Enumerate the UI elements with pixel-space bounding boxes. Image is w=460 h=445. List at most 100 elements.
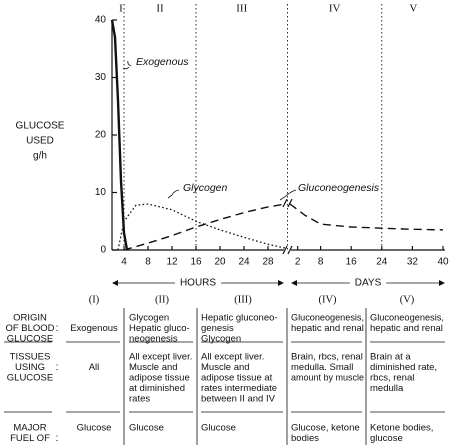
curve-break [282, 198, 288, 208]
row-label: GLUCOSE [7, 334, 53, 345]
separator: : [56, 433, 59, 444]
annotation-leader [279, 189, 297, 201]
arrow-head [291, 280, 297, 286]
y-tick-label: 40 [95, 15, 107, 26]
table-cell: rbcs, renal [370, 373, 414, 384]
table-cell: bodies [291, 433, 319, 444]
table-cell: rates intermediate [201, 383, 277, 394]
y-axis-label: GLUCOSE [16, 121, 65, 132]
row-label: MAJOR [13, 423, 46, 434]
column-header: (V) [400, 294, 415, 305]
row-label: FUEL OF [10, 433, 50, 444]
annotation-leader [167, 189, 180, 199]
series-annotation: Glycogen [183, 182, 228, 194]
table-cell: Glucose [77, 423, 112, 434]
annotation-leader [122, 60, 132, 70]
x-tick-label: 40 [437, 257, 449, 268]
phase-label: IV [329, 3, 341, 15]
table-cell: diminished rate, [370, 362, 437, 373]
column-header: (I) [89, 294, 100, 305]
column-header: (IV) [318, 294, 337, 305]
x-tick-label: 8 [318, 257, 324, 268]
table-cell: adipose tissue [129, 373, 190, 384]
x-tick-label: 28 [262, 257, 274, 268]
row-label: BRAIN [15, 444, 44, 445]
table-cell: All [89, 362, 100, 373]
x-axis-label: HOURS [180, 278, 216, 289]
row-label: ORIGIN [13, 313, 47, 324]
table-cell: Exogenous [70, 323, 118, 334]
y-tick-label: 30 [95, 72, 107, 83]
x-tick-label: 32 [407, 257, 419, 268]
table-cell: Glucose [129, 423, 164, 434]
x-tick-label: 24 [376, 257, 388, 268]
axis-break [287, 245, 293, 255]
row-label: TISSUES [10, 352, 51, 363]
curve-break [287, 198, 293, 208]
x-tick-label: 2 [295, 257, 301, 268]
series-annotation: Gluconeogenesis [298, 182, 380, 194]
table-cell: hepatic and renal [370, 323, 443, 334]
phase-label: III [236, 3, 247, 15]
x-tick-label: 16 [190, 257, 202, 268]
y-axis-label: g/h [33, 151, 47, 162]
table-cell: Muscle and [201, 362, 250, 373]
x-axis-label: DAYS [355, 278, 382, 289]
phase-label: I [119, 3, 123, 15]
table-cell: Glycogen [201, 334, 241, 345]
x-tick-label: 12 [166, 257, 178, 268]
row-label: OF BLOOD [5, 323, 54, 334]
table-cell: at diminished [129, 383, 185, 394]
row-label: USING [15, 362, 45, 373]
table-cell: glucose [370, 433, 403, 444]
column-header: (II) [155, 294, 169, 305]
separator: : [56, 362, 59, 373]
table-cell: Muscle and [129, 362, 178, 373]
table-cell: All except liver. [201, 352, 264, 363]
x-tick-label: 20 [214, 257, 226, 268]
table-cell: Hepatic gluconeo- [201, 313, 278, 324]
phase-label: V [409, 3, 417, 15]
table-cell: Glycogen [129, 313, 169, 324]
line-series [289, 203, 444, 231]
column-header: (III) [234, 294, 252, 305]
table-cell: Gluconeogenesis, [291, 313, 364, 324]
table-cell: medulla. Small [291, 362, 353, 373]
x-tick-label: 4 [121, 257, 127, 268]
line-series [110, 19, 129, 251]
table-cell: Brain at a [370, 352, 411, 363]
table-cell: adipose tissue at [201, 373, 273, 384]
axis-break [282, 245, 288, 255]
y-tick-label: 10 [95, 187, 107, 198]
table-cell: Hepatic gluco- [129, 323, 190, 334]
table-cell: All except liver. [129, 352, 192, 363]
arrow-head [278, 280, 284, 286]
arrow-head [112, 280, 118, 286]
table-cell: neogenesis [129, 334, 178, 345]
table-cell: Ketone bodies, [370, 423, 433, 434]
line-series [117, 203, 287, 251]
x-tick-label: 16 [346, 257, 358, 268]
y-tick-label: 0 [100, 245, 106, 256]
x-tick-label: 8 [145, 257, 151, 268]
table-cell: Glucose, ketone [291, 423, 360, 434]
separator: : [56, 323, 59, 334]
table-cell: rates [129, 394, 150, 405]
table-cell: Gluconeogenesis, [370, 313, 444, 324]
phase-label: II [156, 3, 164, 15]
table-cell: hepatic and renal [291, 323, 364, 334]
table-cell: Glucose [201, 423, 236, 434]
row-label: GLUCOSE [7, 373, 53, 384]
table-cell: genesis [201, 323, 234, 334]
arrow-head [439, 280, 445, 286]
line-series [123, 203, 287, 251]
table-cell: medulla [370, 383, 404, 394]
table-cell: Brain, rbcs, renal [291, 352, 363, 363]
y-axis-label: USED [26, 136, 54, 147]
table-frame [123, 308, 367, 445]
table-cell: between II and IV [201, 394, 276, 405]
x-tick-label: 24 [238, 257, 250, 268]
table-cell: amount by muscle [291, 373, 364, 384]
y-tick-label: 20 [95, 130, 107, 141]
